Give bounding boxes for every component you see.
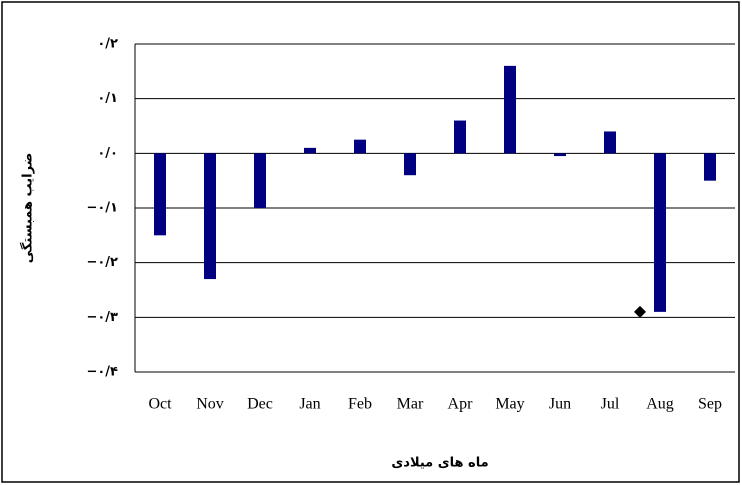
bar xyxy=(654,153,666,312)
x-tick-label: Aug xyxy=(646,396,674,413)
x-tick-label: Nov xyxy=(196,396,224,413)
bar xyxy=(354,139,366,154)
bar xyxy=(454,120,466,154)
x-tick-label: Jan xyxy=(299,396,320,413)
x-tick-label: May xyxy=(495,396,524,413)
x-tick-label: Jun xyxy=(549,396,571,413)
x-tick-label: Dec xyxy=(247,396,273,413)
y-tick-label: ۰/۱ xyxy=(97,91,118,106)
x-tick-label: Jul xyxy=(601,396,620,413)
bar xyxy=(304,147,316,154)
x-tick-label: Oct xyxy=(148,396,172,413)
x-tick-label: Feb xyxy=(348,396,372,413)
x-tick-label: Sep xyxy=(698,396,722,413)
x-axis-title: ماه های میلادی xyxy=(391,456,488,471)
y-axis-title: ضرایب همبستگی xyxy=(20,153,36,264)
y-tick-label: ۰/۰ xyxy=(97,146,118,161)
y-tick-label: −۰/۳ xyxy=(86,310,118,325)
bar xyxy=(604,131,616,154)
y-tick-label: ۰/۲ xyxy=(97,37,118,52)
x-tick-label: Apr xyxy=(448,396,474,413)
bar xyxy=(154,153,166,236)
y-tick-label: −۰/۲ xyxy=(86,255,118,270)
diamond-marker xyxy=(634,305,646,318)
y-tick-label: −۰/۴ xyxy=(86,365,118,380)
bar xyxy=(554,153,566,157)
bar xyxy=(704,153,716,181)
y-tick-label: −۰/۱ xyxy=(86,201,118,216)
bar xyxy=(404,153,416,176)
bar xyxy=(504,65,516,154)
x-tick-label: Mar xyxy=(397,396,424,413)
bar xyxy=(204,153,216,280)
bar xyxy=(254,153,266,208)
